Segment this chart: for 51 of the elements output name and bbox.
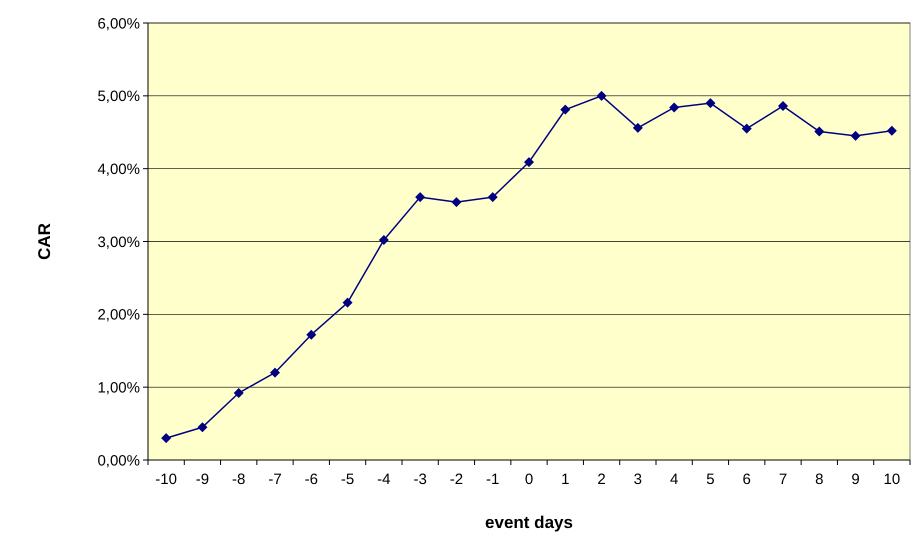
x-tick-label: 6 [742, 471, 751, 488]
x-axis-title: event days [485, 513, 573, 532]
x-tick-label: -1 [486, 471, 500, 488]
point [778, 101, 788, 112]
x-tick-label: -10 [155, 471, 177, 488]
point [197, 422, 208, 432]
y-tick-label: 2,00% [97, 306, 140, 324]
y-tick-label: 1,00% [97, 379, 140, 396]
point [814, 126, 824, 137]
point [669, 102, 680, 112]
point [415, 192, 426, 202]
point [378, 235, 389, 246]
x-tick-label: 8 [815, 471, 824, 488]
point [306, 330, 316, 340]
y-tick-label: 5,00% [97, 88, 140, 106]
point [560, 104, 570, 115]
x-tick-label: -2 [450, 471, 464, 488]
point [850, 130, 861, 141]
point [451, 197, 462, 208]
x-tick-label: 3 [634, 471, 642, 488]
x-tick-label: 1 [561, 471, 570, 488]
x-tick-label: 4 [670, 471, 678, 488]
x-tick-label: -7 [268, 471, 282, 488]
point [596, 90, 607, 101]
x-tick-label: -5 [340, 471, 354, 488]
y-tick-label: 4,00% [97, 160, 140, 178]
point [342, 298, 353, 308]
x-tick-label: -3 [413, 471, 427, 488]
point [524, 157, 534, 168]
y-tick-label: 6,00% [97, 15, 140, 32]
x-tick-label: 7 [778, 471, 788, 488]
x-tick-label: -6 [304, 471, 318, 488]
x-tick-label: 0 [524, 471, 534, 488]
point [270, 368, 280, 378]
x-tick-label: -8 [232, 471, 246, 488]
y-tick-label: 0,00% [97, 452, 140, 470]
x-tick-label: 10 [884, 471, 900, 488]
x-tick-label: 5 [706, 471, 715, 488]
x-tick-label: 9 [851, 471, 860, 488]
x-tick-label: -4 [377, 471, 391, 488]
point [161, 433, 172, 444]
point [632, 122, 643, 133]
x-tick-label: -9 [196, 471, 210, 488]
point [705, 98, 716, 108]
y-axis-title: CAR [35, 223, 54, 260]
point [886, 126, 897, 136]
point [488, 192, 498, 202]
y-tick-label: 3,00% [97, 234, 140, 251]
x-tick-label: 2 [597, 471, 606, 488]
point [742, 124, 752, 134]
point [234, 388, 244, 398]
